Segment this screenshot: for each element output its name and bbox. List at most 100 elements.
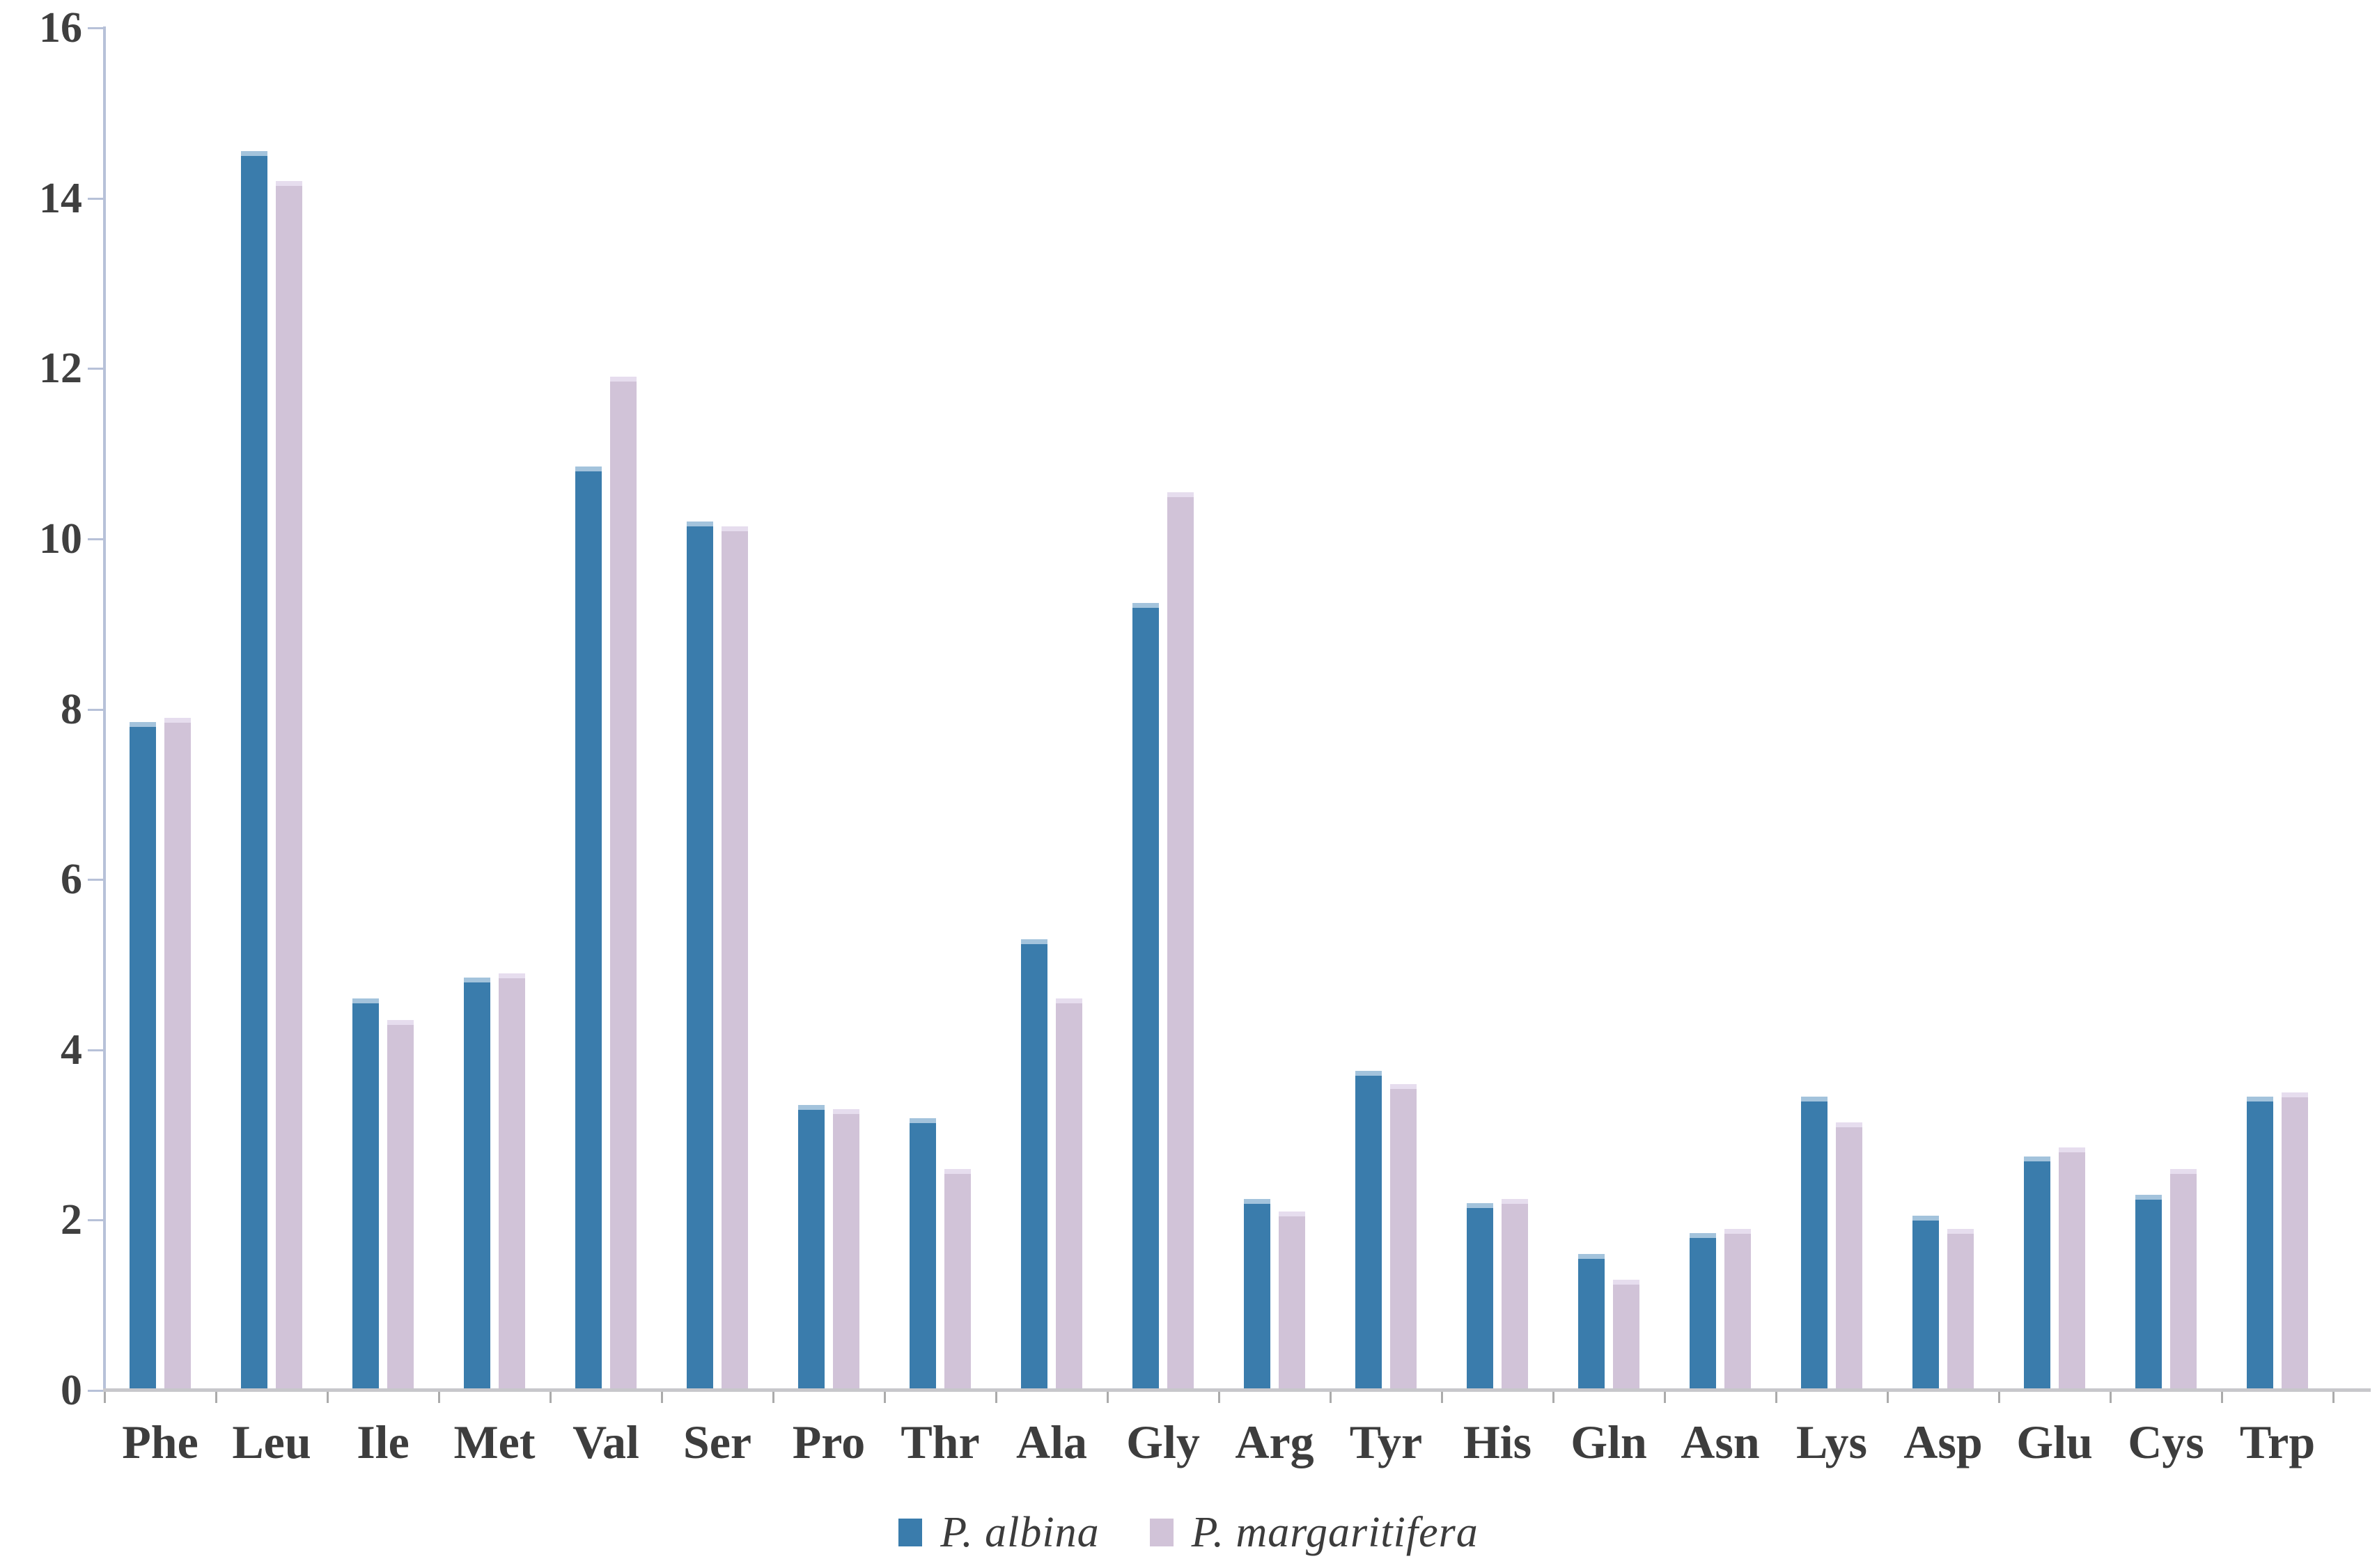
- x-tick-label-Arg: Arg: [1235, 1416, 1314, 1468]
- bar-Cys-P-margaritifera: [2170, 1168, 2197, 1390]
- x-boundary-tick: [1107, 1392, 1109, 1403]
- x-boundary-tick: [1330, 1392, 1332, 1403]
- x-boundary-tick: [104, 1392, 106, 1403]
- legend-swatch-albina: [898, 1519, 923, 1546]
- bar-Ser-P-margaritifera: [722, 526, 748, 1390]
- bar-Val-P-margaritifera: [610, 377, 637, 1390]
- x-boundary-tick: [1552, 1392, 1554, 1403]
- bar-Glu-P-albina: [2024, 1156, 2050, 1390]
- y-tick-label: 0: [61, 1367, 82, 1414]
- y-tick-label: 6: [61, 856, 82, 904]
- y-tick-label: 8: [61, 685, 82, 733]
- bar-Tyr-P-albina: [1355, 1071, 1382, 1390]
- x-tick-label-Ser: Ser: [683, 1416, 752, 1468]
- y-tick: [88, 27, 104, 29]
- x-tick-label-Phe: Phe: [122, 1416, 198, 1468]
- x-boundary-tick: [995, 1392, 997, 1403]
- bar-Leu-P-margaritifera: [276, 181, 302, 1390]
- y-tick: [88, 368, 104, 370]
- bar-Arg-P-margaritifera: [1279, 1212, 1305, 1390]
- x-tick-label-Gln: Gln: [1571, 1416, 1647, 1468]
- bar-Ala-P-margaritifera: [1056, 998, 1082, 1390]
- x-tick-label-Trp: Trp: [2239, 1416, 2316, 1468]
- bar-Arg-P-albina: [1244, 1198, 1270, 1390]
- bar-His-P-margaritifera: [1502, 1198, 1528, 1390]
- bar-Cys-P-albina: [2135, 1194, 2162, 1390]
- x-boundary-tick: [550, 1392, 552, 1403]
- x-boundary-tick: [884, 1392, 886, 1403]
- x-boundary-tick: [772, 1392, 774, 1403]
- y-tick-label: 4: [61, 1026, 82, 1074]
- y-tick: [88, 1219, 104, 1222]
- x-tick-label-Cys: Cys: [2128, 1416, 2204, 1468]
- x-tick-label-Val: Val: [572, 1416, 639, 1468]
- x-boundary-tick: [2110, 1392, 2112, 1403]
- bar-Trp-P-albina: [2247, 1097, 2273, 1390]
- y-tick-label: 14: [39, 174, 82, 222]
- x-tick-label-Leu: Leu: [232, 1416, 311, 1468]
- x-tick-label-Ile: Ile: [357, 1416, 410, 1468]
- bar-Met-P-albina: [464, 977, 490, 1390]
- x-tick-label-Thr: Thr: [901, 1416, 980, 1468]
- y-tick: [88, 1390, 104, 1392]
- bar-Pro-P-margaritifera: [833, 1109, 859, 1390]
- y-tick: [88, 879, 104, 881]
- legend-item: P. margaritifera: [1149, 1509, 1479, 1556]
- bar-Glu-P-margaritifera: [2059, 1147, 2085, 1390]
- bar-Thr-P-albina: [910, 1118, 936, 1390]
- bar-Ile-P-margaritifera: [387, 1019, 414, 1390]
- legend-item: P. albina: [898, 1510, 1099, 1555]
- x-boundary-tick: [438, 1392, 440, 1403]
- x-tick-label-Tyr: Tyr: [1349, 1416, 1423, 1468]
- bar-Gly-P-margaritifera: [1167, 492, 1194, 1390]
- x-tick-label-Ala: Ala: [1016, 1416, 1087, 1468]
- x-tick-label-Gly: Gly: [1126, 1416, 1200, 1468]
- y-tick-label: 12: [39, 345, 82, 393]
- bar-Val-P-albina: [575, 466, 602, 1390]
- bar-Gln-P-margaritifera: [1613, 1279, 1639, 1390]
- x-tick-label-Asn: Asn: [1681, 1416, 1760, 1468]
- bar-Gly-P-albina: [1132, 602, 1159, 1390]
- x-tick-label-Pro: Pro: [792, 1416, 866, 1468]
- y-tick: [88, 538, 104, 540]
- y-tick-label: 10: [39, 515, 82, 563]
- x-boundary-tick: [2332, 1392, 2335, 1403]
- x-boundary-tick: [1218, 1392, 1220, 1403]
- y-tick: [88, 708, 104, 711]
- x-boundary-tick: [215, 1392, 217, 1403]
- x-tick-label-Met: Met: [453, 1416, 536, 1468]
- bar-Ser-P-albina: [687, 522, 713, 1390]
- x-boundary-tick: [1998, 1392, 2000, 1403]
- bar-Asn-P-margaritifera: [1724, 1228, 1751, 1390]
- bar-Thr-P-margaritifera: [944, 1168, 971, 1390]
- x-boundary-tick: [327, 1392, 329, 1403]
- x-tick-label-Glu: Glu: [2016, 1416, 2093, 1468]
- x-boundary-tick: [1775, 1392, 1777, 1403]
- bar-Lys-P-albina: [1801, 1097, 1827, 1390]
- bar-His-P-albina: [1467, 1202, 1493, 1390]
- x-boundary-tick: [2221, 1392, 2223, 1403]
- legend-label: P. albina: [940, 1509, 1100, 1556]
- x-boundary-tick: [1887, 1392, 1889, 1403]
- x-tick-label-Asp: Asp: [1903, 1416, 1983, 1468]
- bar-Lys-P-margaritifera: [1836, 1122, 1862, 1390]
- legend: P. albina P. margaritifera: [0, 1501, 2377, 1564]
- bar-Ala-P-albina: [1021, 939, 1047, 1390]
- bar-Met-P-margaritifera: [499, 973, 525, 1390]
- y-tick-label: 16: [39, 4, 82, 52]
- y-axis: [103, 26, 106, 1390]
- bar-Trp-P-margaritifera: [2282, 1092, 2308, 1390]
- x-boundary-tick: [1441, 1392, 1443, 1403]
- bar-Phe-P-margaritifera: [164, 717, 191, 1390]
- y-tick: [88, 197, 104, 200]
- legend-label: P. margaritifera: [1191, 1509, 1479, 1556]
- bar-Leu-P-albina: [241, 151, 267, 1390]
- bar-Pro-P-albina: [798, 1105, 825, 1390]
- bar-Gln-P-albina: [1578, 1254, 1605, 1390]
- x-tick-label-Lys: Lys: [1795, 1416, 1868, 1468]
- bar-Asp-P-margaritifera: [1947, 1228, 1974, 1390]
- x-tick-label-His: His: [1463, 1416, 1532, 1468]
- bar-Phe-P-albina: [130, 721, 156, 1390]
- y-tick-label: 2: [61, 1196, 82, 1244]
